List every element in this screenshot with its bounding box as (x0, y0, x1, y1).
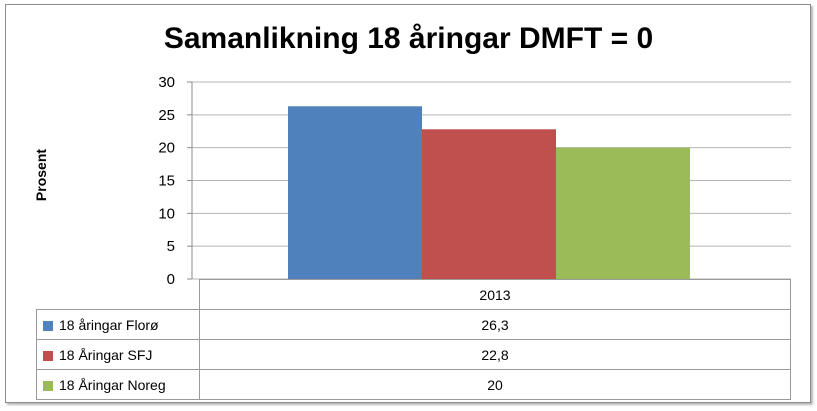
bar-1 (288, 106, 422, 280)
bar-2 (422, 129, 556, 279)
table-row: 18 Åringar SFJ 22,8 (36, 339, 791, 370)
table-row: 18 åringar Florø 26,3 (36, 309, 791, 340)
data-value-cell: 26,3 (199, 309, 791, 340)
data-value-cell: 22,8 (199, 339, 791, 370)
bar-3 (556, 147, 690, 279)
y-tick-label: 15 (158, 173, 175, 190)
legend-key-swatch (43, 320, 53, 331)
chart-title: Samanlikning 18 åringar DMFT = 0 (163, 22, 654, 55)
table-header-row: 2013 (36, 279, 791, 310)
legend-key-swatch (43, 350, 53, 361)
series-name: 18 Åringar Noreg (59, 376, 166, 393)
table-corner-cell (36, 279, 200, 310)
series-name-cell: 18 Åringar SFJ (36, 339, 200, 370)
table-row: 18 Åringar Noreg 20 (36, 369, 791, 400)
data-table: 2013 18 åringar Florø 26,3 18 Åringar SFJ 22… (36, 279, 791, 400)
series-name-cell: 18 åringar Florø (36, 309, 200, 340)
data-value-cell: 20 (199, 369, 791, 400)
series-name: 18 Åringar SFJ (59, 346, 153, 363)
legend-key-swatch (43, 380, 53, 391)
series-name-cell: 18 Åringar Noreg (36, 369, 200, 400)
y-tick-label: 25 (158, 107, 175, 124)
y-tick-label: 5 (167, 238, 175, 255)
series-name: 18 åringar Florø (59, 316, 159, 333)
y-tick-label: 30 (158, 74, 175, 91)
x-category-label: 2013 (199, 279, 791, 310)
y-tick-label: 10 (158, 205, 175, 222)
y-tick-label: 20 (158, 140, 175, 157)
